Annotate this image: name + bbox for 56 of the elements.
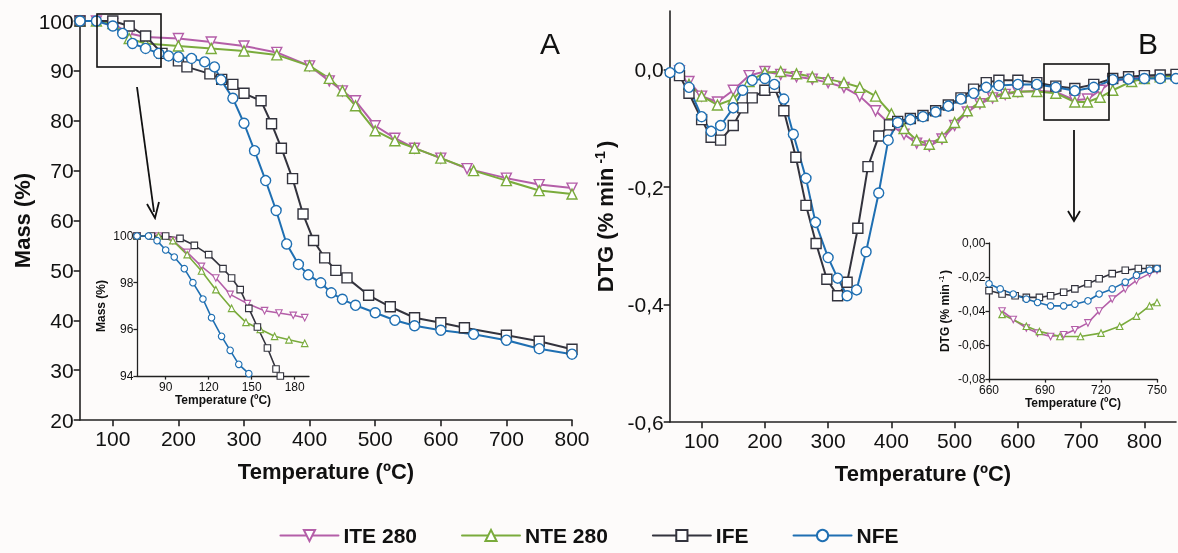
x-tick-label: 300: [226, 427, 262, 451]
y-tick-label: 100: [38, 9, 74, 33]
y-tick-label: 60: [50, 209, 74, 232]
y-tick-label: 0,0: [634, 58, 664, 82]
x-tick-label: 400: [292, 427, 328, 451]
x-tick-label: 600: [423, 427, 459, 451]
x-tick-label: 600: [1000, 429, 1036, 453]
legend-label: NFE: [856, 524, 899, 547]
x-tick-label: 90: [158, 379, 173, 394]
x-tick-label: 180: [284, 379, 305, 394]
y-axis-title: Mass (%): [9, 172, 35, 269]
y-tick-label: 94: [120, 369, 134, 383]
y-axis-title: Mass (%): [94, 279, 108, 333]
y-tick-label: 0,00: [962, 236, 986, 250]
y-tick-label: 40: [50, 308, 74, 332]
y-axis-title: DTG (% min-1): [592, 140, 618, 293]
y-tick-label: -0,6: [627, 410, 664, 434]
x-axis-title: Temperature (ºC): [237, 458, 415, 484]
x-tick-label: 700: [488, 427, 524, 451]
x-tick-label: 500: [357, 427, 393, 451]
x-tick-label: 300: [810, 429, 846, 453]
y-tick-label: -0,06: [958, 338, 986, 352]
x-tick-label: 400: [873, 429, 909, 453]
x-axis-title: Temperature (ºC): [834, 460, 1012, 486]
y-tick-label: 50: [50, 258, 74, 282]
y-tick-label: -0,02: [958, 270, 986, 284]
annotation: B: [1138, 26, 1159, 60]
x-tick-label: 100: [684, 429, 720, 453]
x-tick-label: 500: [937, 429, 973, 453]
y-tick-label: 20: [50, 408, 74, 432]
legend-label: IFE: [715, 524, 749, 547]
x-tick-label: 700: [1063, 429, 1099, 453]
x-tick-label: 200: [747, 429, 783, 453]
x-axis-title: Temperature (ºC): [1024, 396, 1122, 410]
x-axis-title: Temperature (ºC): [174, 393, 272, 407]
x-tick-label: 150: [241, 379, 262, 394]
y-tick-label: 80: [50, 109, 74, 133]
y-tick-label: -0,4: [627, 293, 665, 317]
y-tick-label: 100: [113, 229, 134, 243]
y-tick-label: -0,04: [958, 304, 986, 318]
legend-label: ITE 280: [343, 524, 418, 547]
annotation: A: [540, 26, 561, 60]
y-tick-label: 96: [120, 322, 134, 337]
x-tick-label: 800: [554, 427, 590, 451]
x-tick-label: 720: [1090, 382, 1112, 397]
x-tick-label: 800: [1126, 429, 1162, 453]
y-tick-label: 70: [50, 159, 74, 183]
y-tick-label: 90: [50, 59, 74, 83]
legend-label: NTE 280: [525, 524, 608, 547]
y-tick-label: -0,2: [627, 175, 664, 199]
y-tick-label: 98: [120, 275, 134, 290]
x-tick-label: 200: [160, 427, 196, 451]
x-tick-label: 120: [198, 379, 219, 394]
x-tick-label: 690: [1034, 382, 1056, 397]
y-tick-label: 30: [50, 358, 74, 382]
x-tick-label: 750: [1146, 382, 1168, 397]
